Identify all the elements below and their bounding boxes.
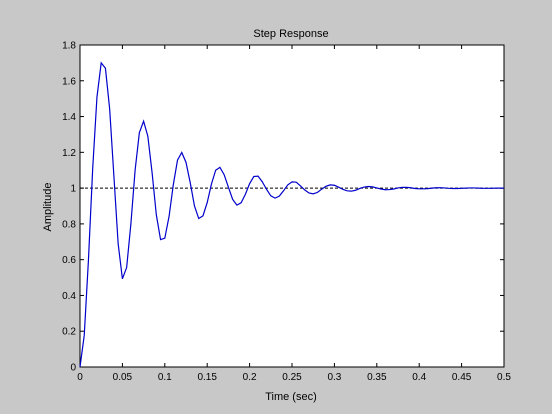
x-tick-label: 0.3 (327, 372, 341, 383)
y-tick-label: 1.2 (62, 148, 76, 159)
y-tick-label: 0 (70, 363, 76, 374)
x-tick-label: 0.4 (412, 372, 426, 383)
x-tick-label: 0.35 (367, 372, 387, 383)
x-tick-label: 0.5 (497, 372, 511, 383)
y-tick-label: 0.4 (62, 291, 76, 302)
y-tick-label: 1 (70, 184, 76, 195)
y-tick-label: 0.2 (62, 327, 76, 338)
x-tick-label: 0.45 (452, 372, 472, 383)
y-tick-label: 0.6 (62, 255, 76, 266)
y-tick-label: 0.8 (62, 219, 76, 230)
chart-title: Step Response (253, 28, 328, 40)
y-tick-label: 1.4 (62, 112, 76, 123)
x-tick-label: 0.25 (282, 372, 302, 383)
x-axis-label: Time (sec) (265, 391, 317, 403)
x-tick-label: 0.2 (243, 372, 257, 383)
series-layer (79, 61, 504, 368)
x-axis: 0 0.05 0.1 0.15 0.2 0.25 0.3 0.35 0.4 0.45 0.5 (77, 45, 511, 383)
series-line-0 (79, 61, 504, 368)
y-axis-label: Amplitude (42, 183, 54, 232)
x-tick-label: 0.15 (197, 372, 217, 383)
x-tick-label: 0.1 (158, 372, 172, 383)
x-tick-label: 0 (77, 372, 83, 383)
y-tick-label: 1.8 (62, 41, 76, 52)
y-tick-label: 1.6 (62, 76, 76, 87)
plot-area (79, 44, 505, 368)
x-tick-label: 0.05 (113, 372, 133, 383)
